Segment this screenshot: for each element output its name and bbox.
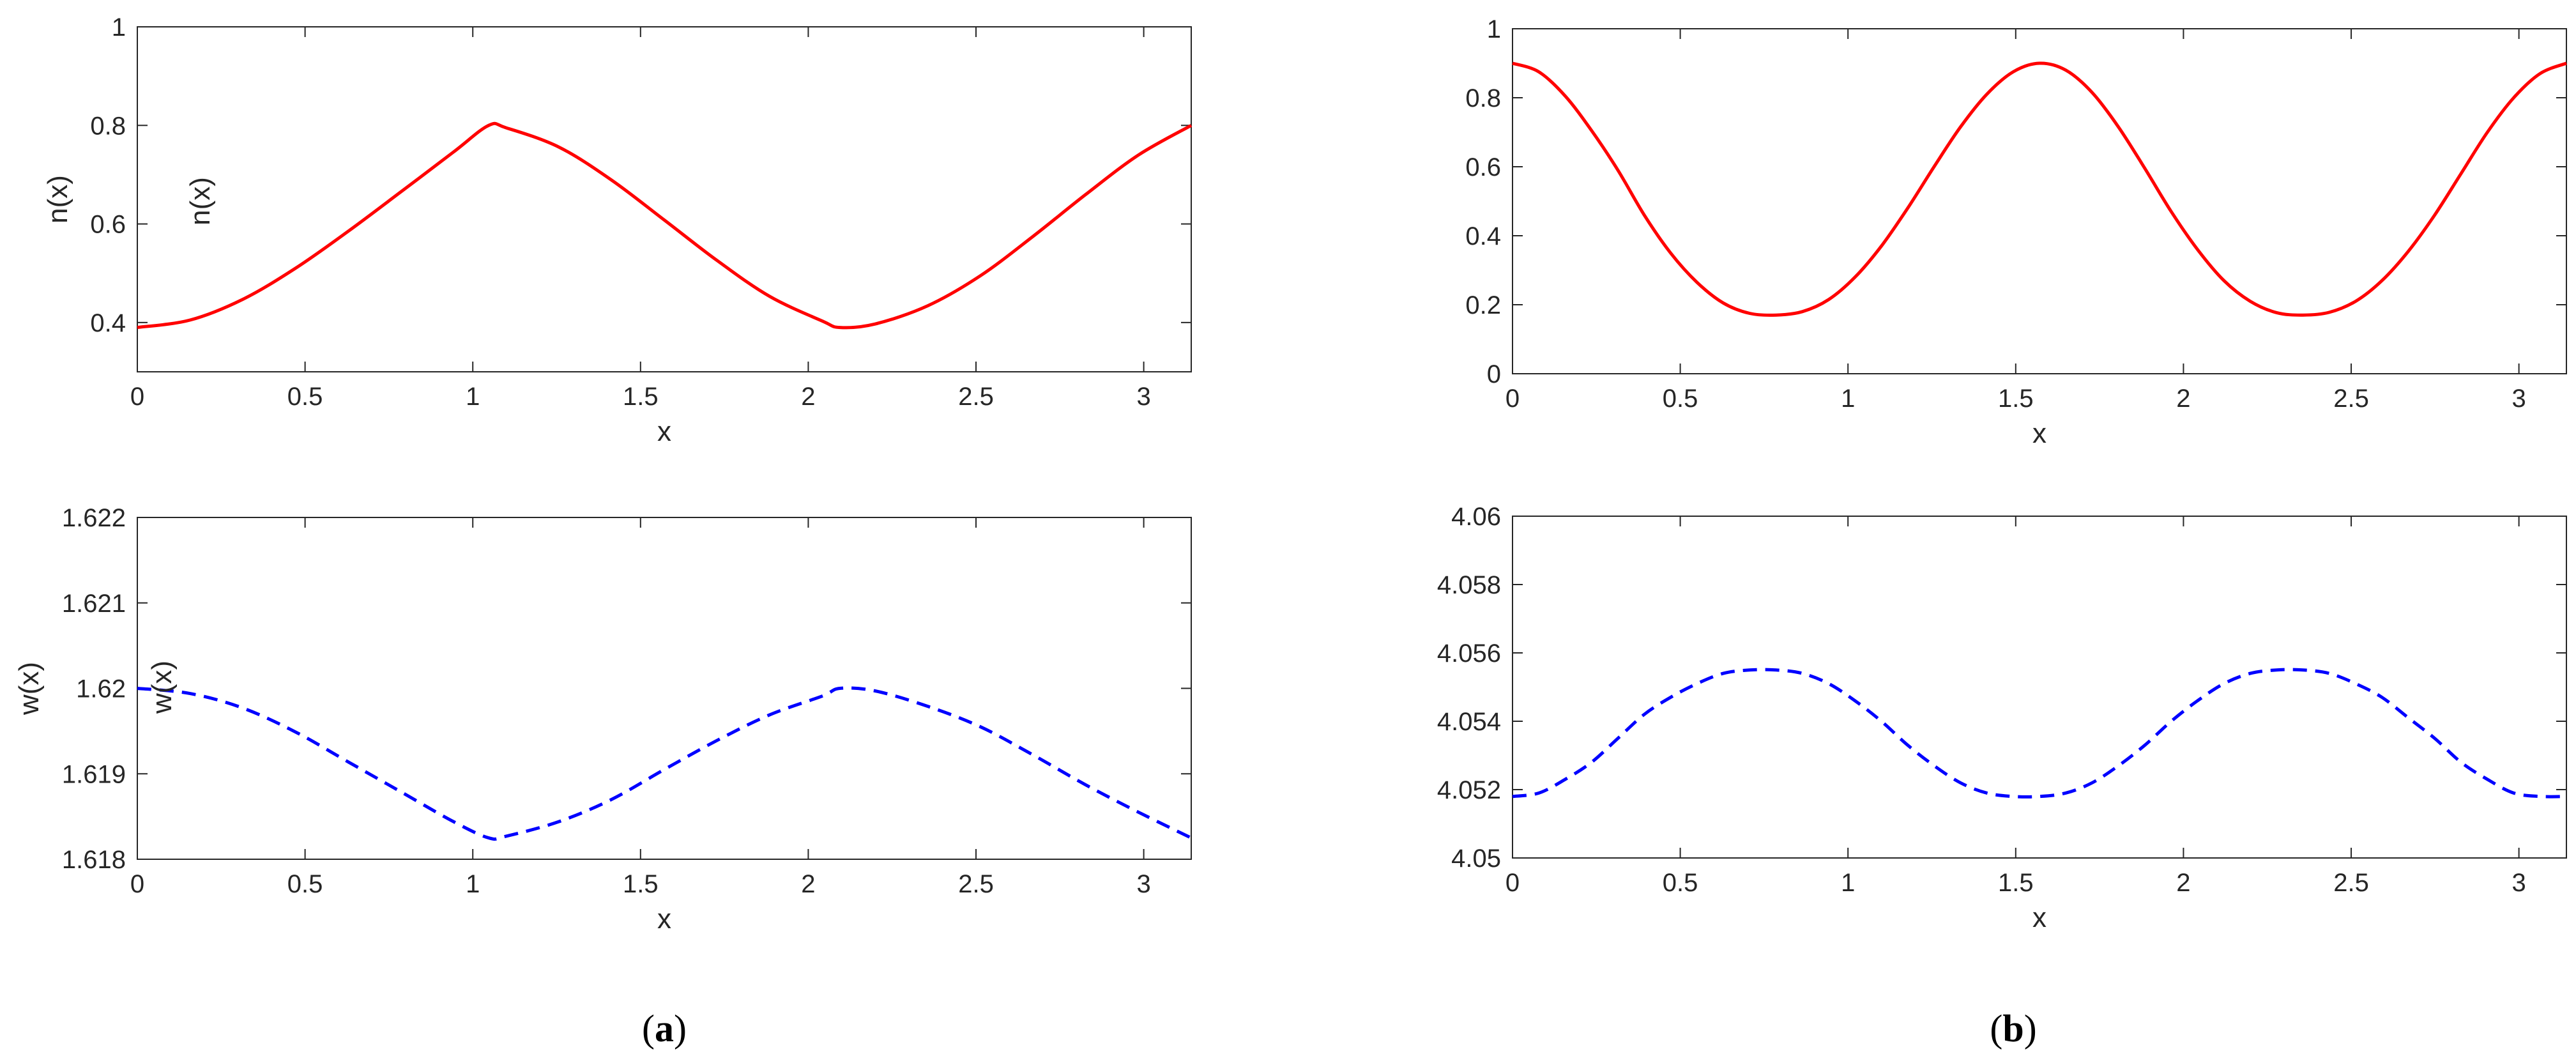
panel-b-top-xtick-label: 0	[1505, 385, 1520, 413]
panel-a-bottom-xtick-label: 2.5	[958, 870, 994, 898]
panel-b-top-xlabel: x	[2032, 418, 2046, 449]
panel-b-top-ytick-label: 0.4	[1465, 222, 1501, 250]
panel-b-bottom-plot-box	[1512, 516, 2567, 859]
panel-a-top-ylabel: n(x)	[42, 175, 73, 224]
panel-b-top-ylabel: n(x)	[185, 177, 216, 226]
panel-a-top-xtick-label: 2.5	[958, 383, 994, 411]
panel-b-bottom-xtick-label: 0	[1505, 869, 1520, 897]
panel-a-top-ytick-label: 1	[112, 13, 126, 42]
panel-a-top-plot-box	[137, 26, 1192, 372]
panel-b-top-xtick-label: 2	[2176, 385, 2190, 413]
panel-a-bottom-xtick-label: 0	[130, 870, 144, 898]
caption-a: (a)	[642, 1007, 687, 1050]
panel-b-top-ytick-label: 0.6	[1465, 153, 1501, 181]
panel-b-bottom-xtick-label: 0.5	[1663, 869, 1698, 897]
panel-a-bottom-xtick-label: 1.5	[623, 870, 659, 898]
panel-b-bottom-ytick-label: 4.054	[1437, 708, 1501, 736]
panel-b-bottom-ytick-label: 4.06	[1451, 503, 1501, 531]
panel-a-bottom-ytick-label: 1.622	[62, 504, 126, 532]
panel-a-top-xtick-label: 3	[1137, 383, 1151, 411]
panel-b-top-xtick-label: 1	[1841, 385, 1855, 413]
caption-a-letter: a	[655, 1007, 674, 1050]
panel-a-bottom-xlabel: x	[657, 903, 671, 935]
panel-a-top-ytick-label: 0.6	[90, 211, 126, 239]
panel-b-bottom-xtick-label: 3	[2512, 869, 2526, 897]
panel-a-bottom-ytick-label: 1.618	[62, 846, 126, 874]
panel-a-n-plot: 0 0.5 1 1.5 2 2.5 3 0.4 0.6 0.8 1 x n(x)	[42, 13, 1193, 447]
panel-a-top-ytick-label: 0.8	[90, 112, 126, 140]
panel-a-top-xtick-label: 0	[130, 383, 144, 411]
panel-b-top-xtick-label: 1.5	[1998, 385, 2034, 413]
panel-b-bottom-ytick-label: 4.058	[1437, 571, 1501, 599]
panel-a-top-xtick-label: 0.5	[287, 383, 323, 411]
panel-b-top-ytick-label: 0	[1487, 360, 1501, 388]
panel-b-w-plot: 0 0.5 1 1.5 2 2.5 3 4.05 4.052 4.054 4.056 4.058 4.0…	[146, 503, 2567, 933]
panel-b-bottom-xtick-label: 1.5	[1998, 869, 2034, 897]
panel-a-top-xtick-label: 1	[466, 383, 480, 411]
panel-a-top-series-line	[137, 121, 1193, 330]
panel-b-top-plot-box	[1512, 28, 2567, 374]
panel-a-bottom-ytick-label: 1.62	[76, 675, 126, 703]
panel-b-top-xtick-label: 2.5	[2333, 385, 2369, 413]
panel-b-top-ytick-label: 0.2	[1465, 291, 1501, 319]
panel-a-bottom-series-line	[137, 686, 1193, 841]
panel-b-bottom-ylabel: w(x)	[146, 661, 178, 714]
panel-a-bottom-plot-box	[137, 517, 1192, 860]
caption-b-letter: b	[2002, 1007, 2023, 1050]
panel-a-w-plot: 0 0.5 1 1.5 2 2.5 3 1.618 1.619 1.62 1.621 1.622 x w(…	[13, 504, 1193, 935]
panel-a-top-xtick-label: 2	[801, 383, 815, 411]
panel-b-bottom-xtick-label: 1	[1841, 869, 1855, 897]
panel-a-top-xlabel: x	[657, 416, 671, 447]
panel-a-top-xtick-label: 1.5	[623, 383, 659, 411]
panel-b-top-xtick-label: 0.5	[1663, 385, 1698, 413]
panel-a-bottom-ylabel: w(x)	[13, 662, 45, 715]
panel-a-bottom-ytick-label: 1.621	[62, 590, 126, 618]
panel-a-bottom-ytick-label: 1.619	[62, 760, 126, 788]
panel-a-bottom-xtick-label: 0.5	[287, 870, 323, 898]
caption-a-open: (	[642, 1007, 655, 1050]
panel-a-bottom-xtick-label: 2	[801, 870, 815, 898]
panel-a-bottom-xtick-label: 3	[1137, 870, 1151, 898]
panel-b-top-ytick-label: 1	[1487, 15, 1501, 43]
panel-b-top-ytick-label: 0.8	[1465, 84, 1501, 112]
caption-b: (b)	[1990, 1007, 2036, 1050]
panel-b-bottom-ytick-label: 4.056	[1437, 639, 1501, 668]
panel-b-top-series-line	[1512, 61, 2567, 317]
panel-b-bottom-series-line	[1512, 668, 2567, 799]
panel-a-top-ytick-label: 0.4	[90, 309, 126, 337]
panel-b-bottom-ytick-label: 4.052	[1437, 776, 1501, 804]
panel-b-bottom-xtick-label: 2.5	[2333, 869, 2369, 897]
panel-b-bottom-xtick-label: 2	[2176, 869, 2190, 897]
panel-b-top-xtick-label: 3	[2512, 385, 2526, 413]
caption-a-close: )	[674, 1007, 687, 1050]
caption-b-close: )	[2024, 1007, 2037, 1050]
panel-a-bottom-xtick-label: 1	[466, 870, 480, 898]
panel-b-n-plot: 0 0.5 1 1.5 2 2.5 3 0 0.2 0.4 0.6 0.8 1 x n(x)	[185, 15, 2567, 449]
caption-b-open: (	[1990, 1007, 2002, 1050]
panel-b-bottom-xlabel: x	[2032, 902, 2046, 933]
panel-b-bottom-ytick-label: 4.05	[1451, 845, 1501, 873]
